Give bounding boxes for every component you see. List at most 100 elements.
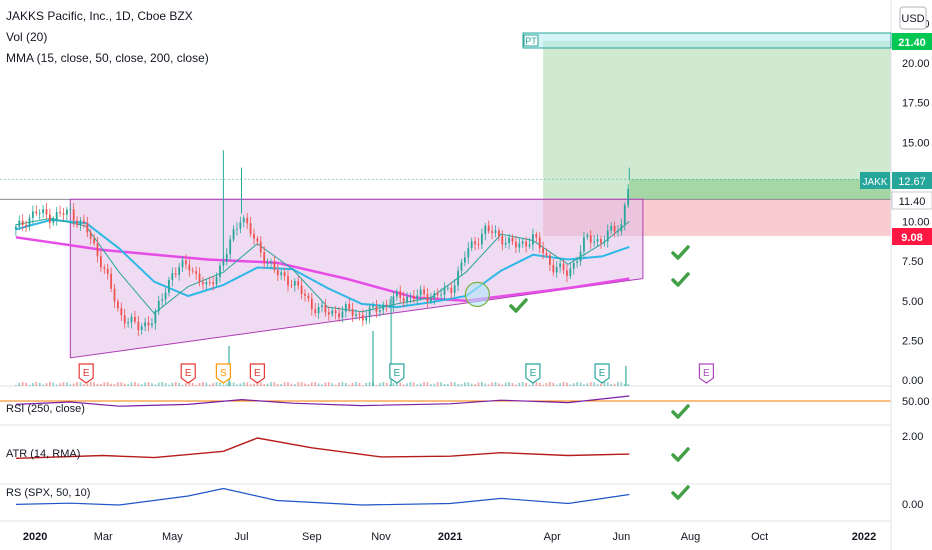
volume-bar	[480, 382, 483, 386]
volume-bar	[324, 382, 327, 386]
candle-body	[65, 209, 68, 215]
candle-body	[31, 211, 34, 218]
candle-body	[38, 212, 41, 214]
volume-bar	[164, 383, 167, 386]
candle-body	[355, 314, 357, 316]
volume-bar	[562, 382, 565, 386]
candle-body	[283, 272, 286, 277]
volume-bar	[382, 382, 385, 386]
volume-bar	[446, 383, 449, 386]
candle-body	[168, 279, 170, 293]
candle-body	[188, 264, 191, 271]
volume-bar	[232, 382, 235, 386]
candle-body	[229, 239, 232, 255]
volume-bar	[385, 382, 388, 386]
volume-legend: Vol (20)	[6, 30, 47, 44]
candle-body	[477, 244, 480, 245]
candle-body	[110, 273, 113, 289]
candle-body	[324, 305, 327, 313]
candle-body	[606, 230, 609, 242]
volume-bar	[280, 383, 283, 386]
candle-body	[569, 268, 572, 276]
check-icon	[671, 272, 690, 287]
volume-bar	[69, 384, 72, 386]
candle-body	[395, 291, 398, 297]
volume-spike	[390, 296, 393, 386]
volume-bar	[494, 382, 497, 386]
candle-body	[276, 270, 279, 275]
volume-bar	[76, 382, 79, 386]
volume-bar	[586, 383, 589, 386]
volume-bar	[484, 383, 487, 386]
candle-body	[249, 223, 252, 234]
volume-bar	[487, 384, 490, 386]
volume-bar	[83, 384, 85, 386]
volume-bar	[375, 384, 378, 386]
volume-bar	[521, 382, 524, 386]
volume-spike	[372, 331, 374, 386]
volume-bar	[293, 384, 296, 386]
volume-bar	[440, 382, 442, 386]
candle-body	[508, 237, 511, 244]
candle-body	[535, 234, 538, 238]
candle-body	[100, 256, 102, 268]
volume-bar	[392, 383, 395, 386]
volume-bar	[423, 382, 425, 386]
stop-price-value: 9.08	[901, 232, 922, 244]
volume-bar	[579, 382, 582, 386]
candle-body	[600, 238, 602, 244]
volume-bar	[535, 382, 538, 386]
price-target-box[interactable]	[522, 32, 892, 49]
candle-body	[545, 253, 548, 256]
time-tick-label: Jul	[234, 531, 248, 543]
candle-body	[215, 276, 218, 285]
candle-body	[443, 287, 446, 295]
ticker-tag-label: JAKK	[862, 177, 887, 188]
rs-line	[15, 487, 630, 506]
target-zone	[543, 40, 891, 200]
candle-body	[76, 220, 79, 225]
volume-bar	[501, 384, 504, 386]
check-icon	[671, 485, 690, 500]
volume-bar	[100, 383, 102, 386]
rsi-line	[15, 395, 630, 407]
candle-body	[341, 311, 344, 318]
earnings-marker	[249, 363, 265, 384]
earnings-marker-letter: E	[599, 368, 606, 379]
candle-body	[532, 234, 534, 245]
volume-bar	[273, 382, 276, 386]
volume-bar	[321, 384, 323, 386]
volume-bar	[205, 382, 208, 386]
candle-body	[106, 268, 109, 274]
volume-bar	[474, 384, 476, 386]
volume-bar	[270, 382, 272, 386]
time-tick-label: Apr	[544, 531, 561, 543]
candle-body	[222, 261, 225, 266]
rsi-legend: RSI (250, close)	[6, 403, 85, 415]
candle-body	[62, 213, 65, 215]
candle-body	[191, 270, 194, 272]
volume-bar	[236, 384, 238, 386]
candle-body	[620, 224, 623, 232]
volume-bar	[491, 382, 493, 386]
candle-body	[399, 291, 402, 298]
candle-body	[52, 219, 55, 223]
currency-button[interactable]	[899, 6, 927, 30]
earnings-marker-letter: E	[530, 368, 537, 379]
volume-bar	[606, 382, 609, 386]
volume-bar	[365, 382, 368, 386]
candle-body	[627, 188, 630, 206]
candle-body	[586, 235, 589, 238]
volume-bar	[195, 384, 198, 386]
volume-bar	[409, 382, 412, 386]
candle-body	[433, 293, 436, 299]
volume-bar	[161, 382, 164, 386]
volume-bar	[518, 382, 521, 386]
volume-bar	[310, 382, 313, 386]
candle-body	[572, 262, 575, 269]
candle-body	[246, 217, 249, 224]
volume-bar	[31, 383, 34, 386]
volume-bar	[559, 383, 562, 386]
candle-body	[480, 234, 483, 245]
